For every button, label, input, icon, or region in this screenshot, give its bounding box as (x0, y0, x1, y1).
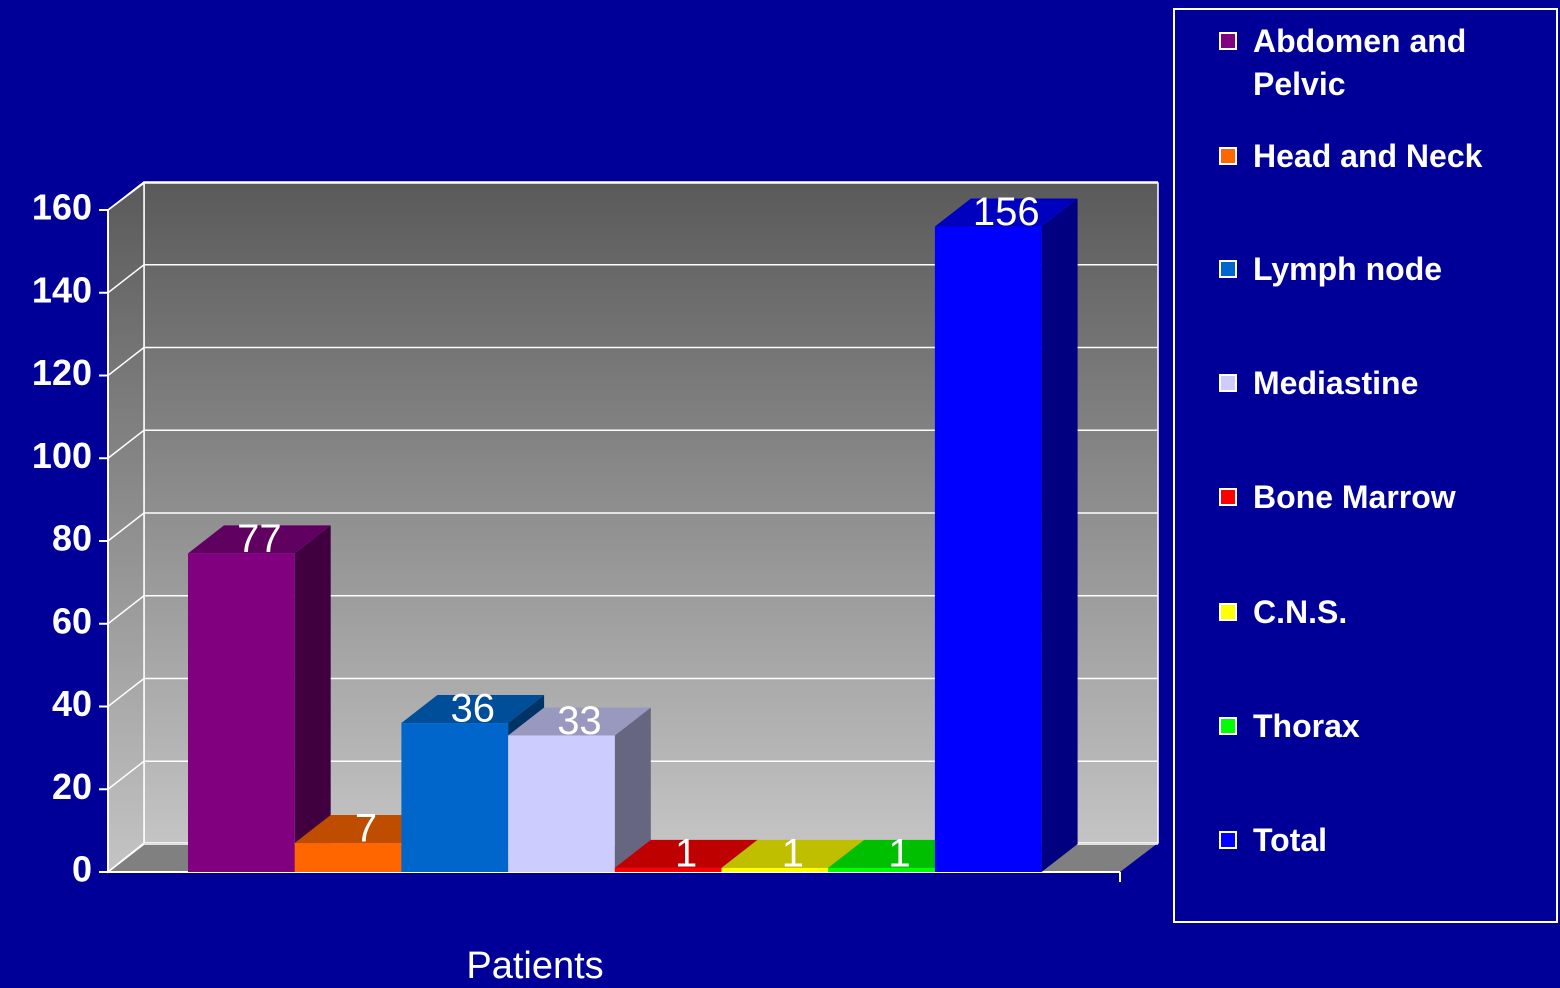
bar-side (614, 707, 651, 872)
legend-label: Total (1253, 822, 1328, 858)
bar-3d (934, 198, 1078, 873)
y-tick-label: 120 (32, 352, 92, 393)
grid-line (107, 760, 1158, 790)
bar (188, 553, 295, 872)
legend-item: C.N.S. (1219, 591, 1553, 634)
legend-swatch (1219, 831, 1237, 849)
bar-3d (508, 707, 651, 872)
bar-top (188, 525, 331, 554)
legend-swatch (1219, 147, 1237, 165)
data-label: 1 (888, 831, 910, 875)
grid-line (107, 429, 1158, 459)
legend-swatch (1219, 32, 1237, 50)
legend-swatch (1219, 374, 1237, 392)
bar (828, 867, 935, 872)
legend-item: Abdomen and Pelvic (1219, 20, 1553, 106)
grid-line (107, 512, 1158, 542)
y-tick-label: 60 (52, 600, 92, 641)
legend-swatch (1219, 603, 1237, 621)
y-tick-label: 80 (52, 518, 92, 559)
bar (294, 843, 402, 872)
grid-line (107, 346, 1158, 377)
legend-label: Thorax (1253, 708, 1360, 744)
bar-top (401, 695, 545, 724)
legend-label: C.N.S. (1253, 594, 1348, 630)
data-label: 1 (675, 831, 697, 875)
data-label: 77 (237, 517, 282, 561)
y-tick-label: 100 (32, 435, 92, 476)
data-label: 156 (973, 190, 1040, 234)
data-label: 1 (782, 831, 804, 875)
legend-swatch (1219, 488, 1237, 506)
data-label: 7 (355, 807, 377, 851)
legend: Abdomen and Pelvic Head and Neck Lymph nod… (1173, 8, 1558, 923)
y-tick-label: 40 (52, 683, 92, 724)
bar (614, 867, 722, 872)
legend-item: Mediastine (1219, 362, 1553, 405)
legend-label: Lymph node (1253, 251, 1443, 287)
legend-swatch (1219, 717, 1237, 735)
legend-swatch (1219, 260, 1237, 278)
legend-item: Head and Neck (1219, 135, 1553, 178)
legend-item: Total (1219, 819, 1553, 862)
category-label: Patients (466, 945, 603, 987)
bar (721, 867, 829, 872)
y-tick-label: 0 (72, 849, 92, 890)
grid-line (107, 677, 1158, 708)
bar-top (508, 707, 651, 736)
bar-3d (188, 525, 331, 872)
legend-label: Bone Marrow (1253, 479, 1456, 515)
grid-line (107, 264, 1158, 294)
bar (401, 723, 509, 872)
legend-item: Bone Marrow (1219, 476, 1553, 519)
legend-label: Mediastine (1253, 365, 1419, 401)
legend-item: Lymph node (1219, 248, 1553, 291)
bar-top (721, 839, 865, 868)
bar (934, 226, 1042, 873)
bar-top (934, 198, 1078, 227)
legend-label: Abdomen and Pelvic (1253, 23, 1467, 102)
bar (508, 735, 615, 872)
bar-top (614, 839, 758, 868)
y-tick-label: 140 (32, 269, 92, 310)
y-tick-label: 160 (32, 187, 92, 228)
bar-side (1041, 198, 1078, 873)
legend-item: Thorax (1219, 705, 1553, 748)
data-label: 33 (557, 699, 602, 743)
y-tick-label: 20 (52, 766, 92, 807)
data-label: 36 (451, 687, 496, 731)
grid-line (107, 181, 1158, 211)
bar-side (294, 525, 331, 872)
grid-line (107, 595, 1158, 625)
legend-label: Head and Neck (1253, 138, 1483, 174)
